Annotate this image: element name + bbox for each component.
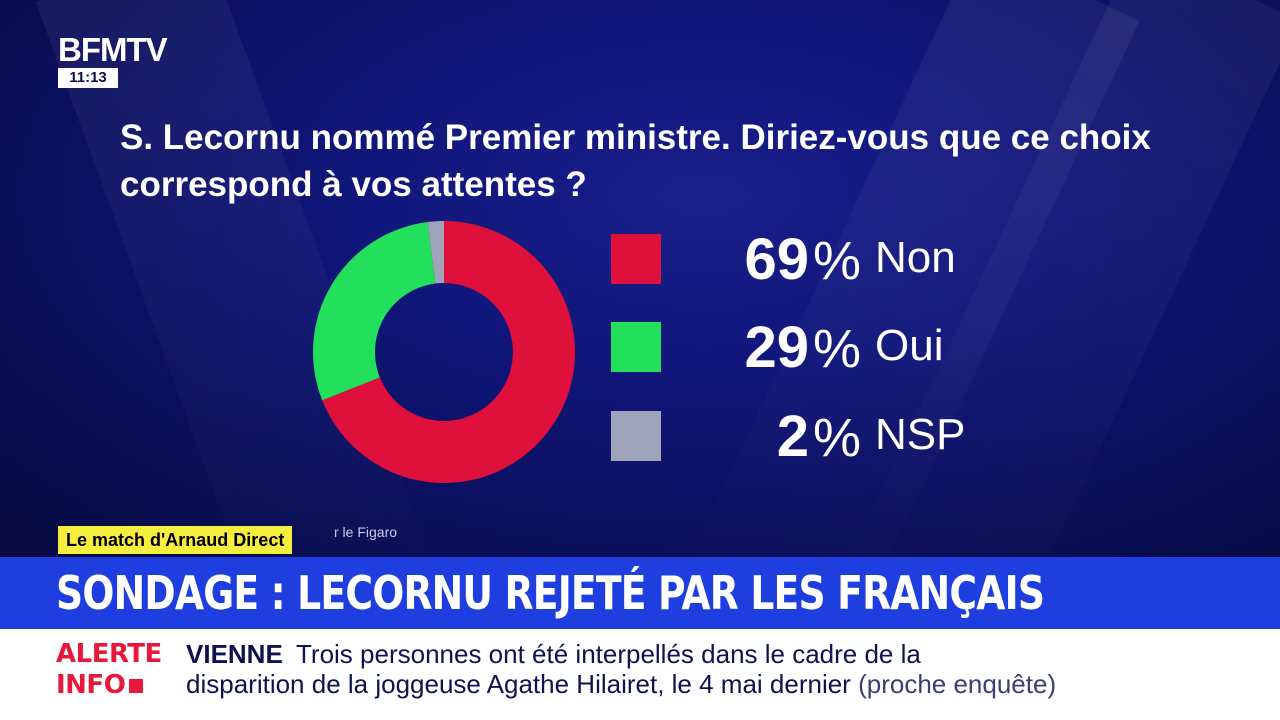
- alert-dot-icon: [129, 679, 144, 693]
- ticker-line: Trois personnes ont été interpellés dans…: [296, 639, 921, 669]
- alert-info-badge: ALERTE INFO: [56, 639, 162, 701]
- ticker-topic: VIENNE: [186, 639, 283, 669]
- headline: SONDAGE : LECORNU REJETÉ PAR LES FRANÇAI…: [56, 566, 1045, 620]
- program-tag: Le match d'Arnaud Direct: [58, 526, 293, 554]
- source-credit: r le Figaro: [334, 524, 398, 540]
- donut-slice-nsp: [427, 221, 444, 284]
- alert-line: INFO: [56, 670, 162, 701]
- legend-percent: 2%: [776, 404, 861, 469]
- legend-percent: 29%: [744, 315, 861, 380]
- alert-line: ALERTE: [56, 639, 162, 669]
- donut-chart: [313, 221, 575, 483]
- legend-label: NSP: [875, 410, 966, 459]
- legend-label: Oui: [875, 321, 944, 370]
- channel-logo: BFMTV: [58, 31, 168, 68]
- headline-banner: SONDAGE : LECORNU REJETÉ PAR LES FRANÇAI…: [0, 557, 1280, 629]
- legend-percent: 69%: [744, 227, 861, 292]
- ticker-line: disparition de la joggeuse Agathe Hilair…: [186, 669, 1057, 699]
- donut-slice-oui: [313, 222, 436, 401]
- legend-swatch: [611, 322, 661, 372]
- news-ticker: ALERTE INFO VIENNE Trois personnes ont é…: [0, 629, 1280, 720]
- donut-slice-non: [322, 221, 575, 483]
- poll-question: S. Lecornu nommé Premier ministre. Dirie…: [120, 118, 1151, 204]
- legend-label: Non: [875, 233, 956, 282]
- clock: 11:13: [58, 68, 118, 88]
- legend-swatch: [611, 234, 661, 284]
- legend-swatch: [611, 411, 661, 461]
